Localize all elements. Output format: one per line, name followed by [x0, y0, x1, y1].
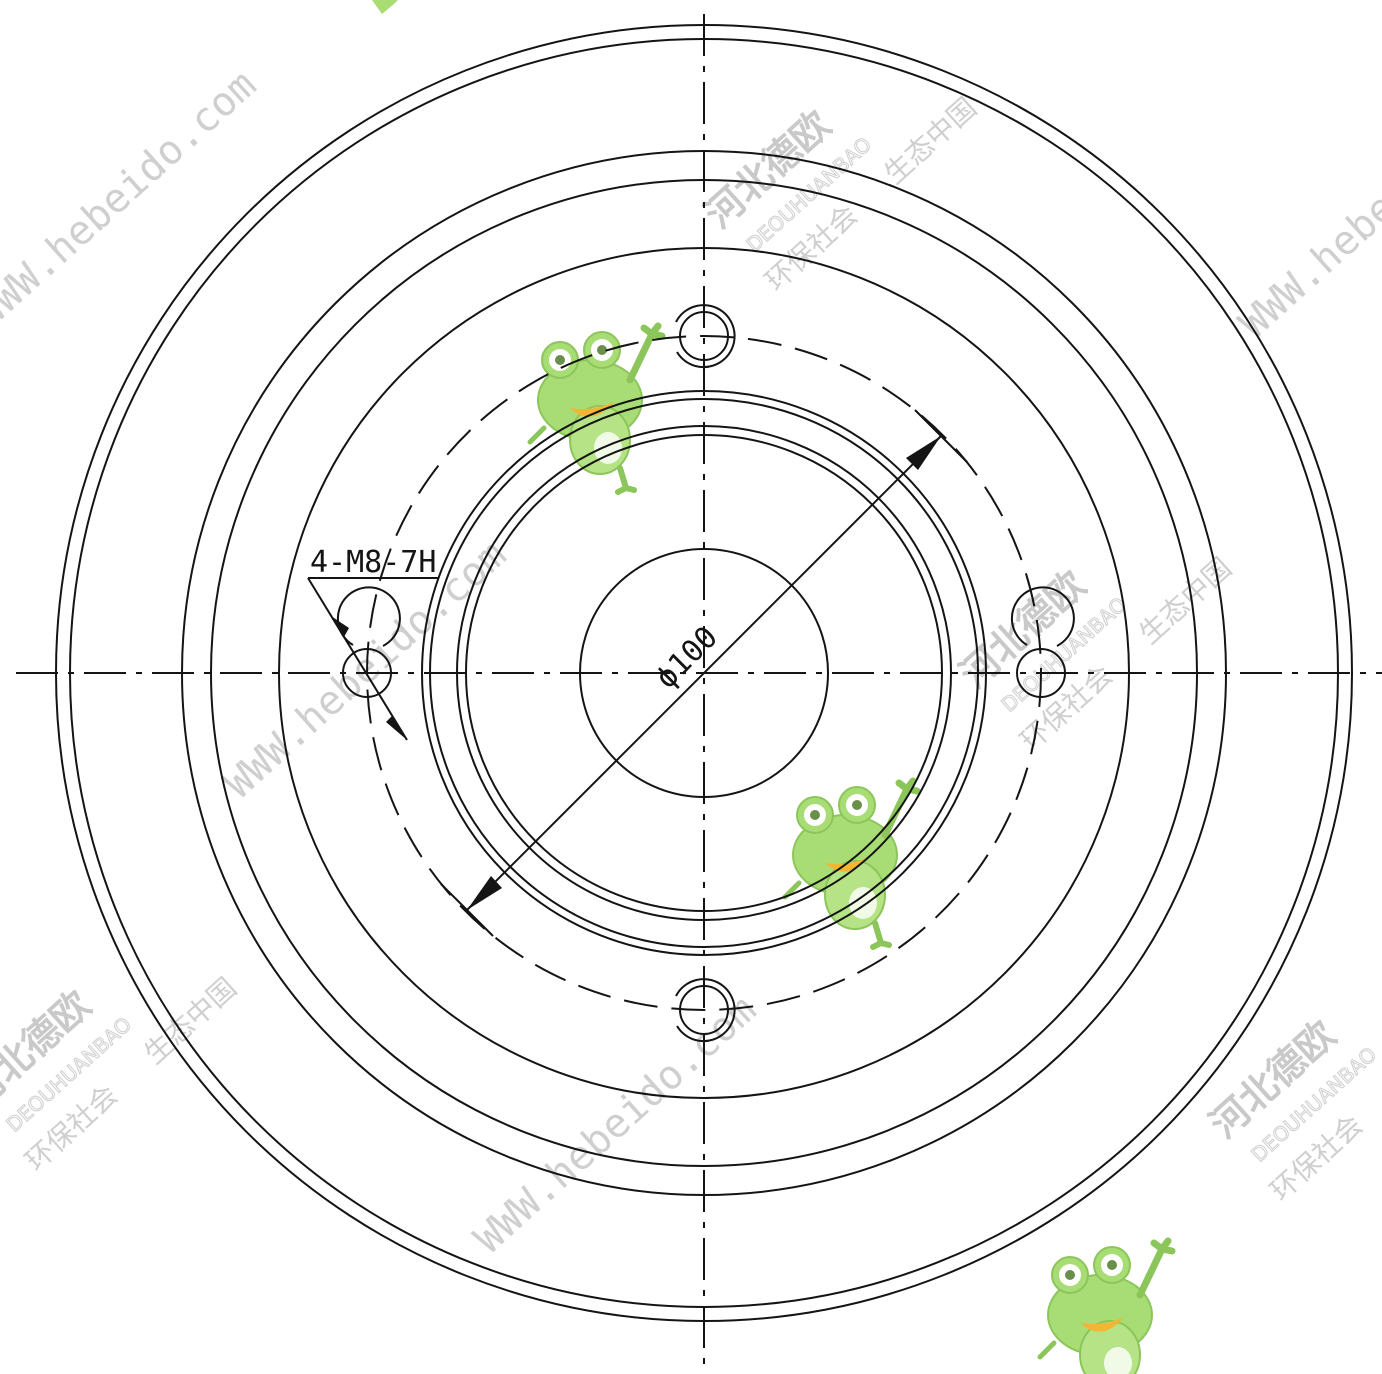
diameter-dimension-line: [440, 409, 968, 937]
watermark-company-stamp: 河北德欧 DEOUHUANBAO 环保社会 生态中国: [1202, 1012, 1382, 1207]
thread-callout-label: 4-M8-7H: [310, 545, 436, 580]
hub-outer-chamfer-circle: [429, 398, 979, 948]
diameter-callout-label: ϕ100: [649, 620, 725, 696]
bore-chamfer-circle: [456, 425, 952, 921]
threaded-hole-right: [1010, 586, 1075, 698]
watermark-slogan-right: 生态中国: [878, 91, 983, 190]
outer-rim-circle: [55, 24, 1353, 1322]
frog-mascot-icon: [372, 0, 398, 14]
frog-mascot-icon: [1040, 1241, 1172, 1374]
frog-mascot-icon: [785, 781, 917, 947]
watermark-url: WWW.hebeido.com: [1231, 72, 1382, 348]
center-hole-circle: [579, 548, 829, 798]
frog-mascot-icon: [530, 326, 662, 492]
step-circle: [278, 247, 1130, 1099]
hub-outer-circle: [421, 390, 987, 956]
face-inner-circle: [210, 179, 1198, 1167]
thread-callout-leader: [307, 577, 438, 741]
face-circle: [181, 150, 1227, 1196]
threaded-hole-bottom: [675, 978, 736, 1043]
outer-rim-inner-circle: [69, 38, 1339, 1308]
watermark-url: WWW.hebeido.com: [0, 62, 265, 338]
watermark-company-stamp: 河北德欧 DEOUHUANBAO 环保社会 生态中国: [0, 971, 243, 1178]
watermark-company-stamp: 河北德欧 DEOUHUANBAO 环保社会 生态中国: [697, 91, 983, 298]
bore-circle: [465, 434, 943, 912]
flange-drawing: 4-M8-7H ϕ100: [16, 14, 1382, 1368]
threaded-hole-top: [675, 304, 736, 369]
